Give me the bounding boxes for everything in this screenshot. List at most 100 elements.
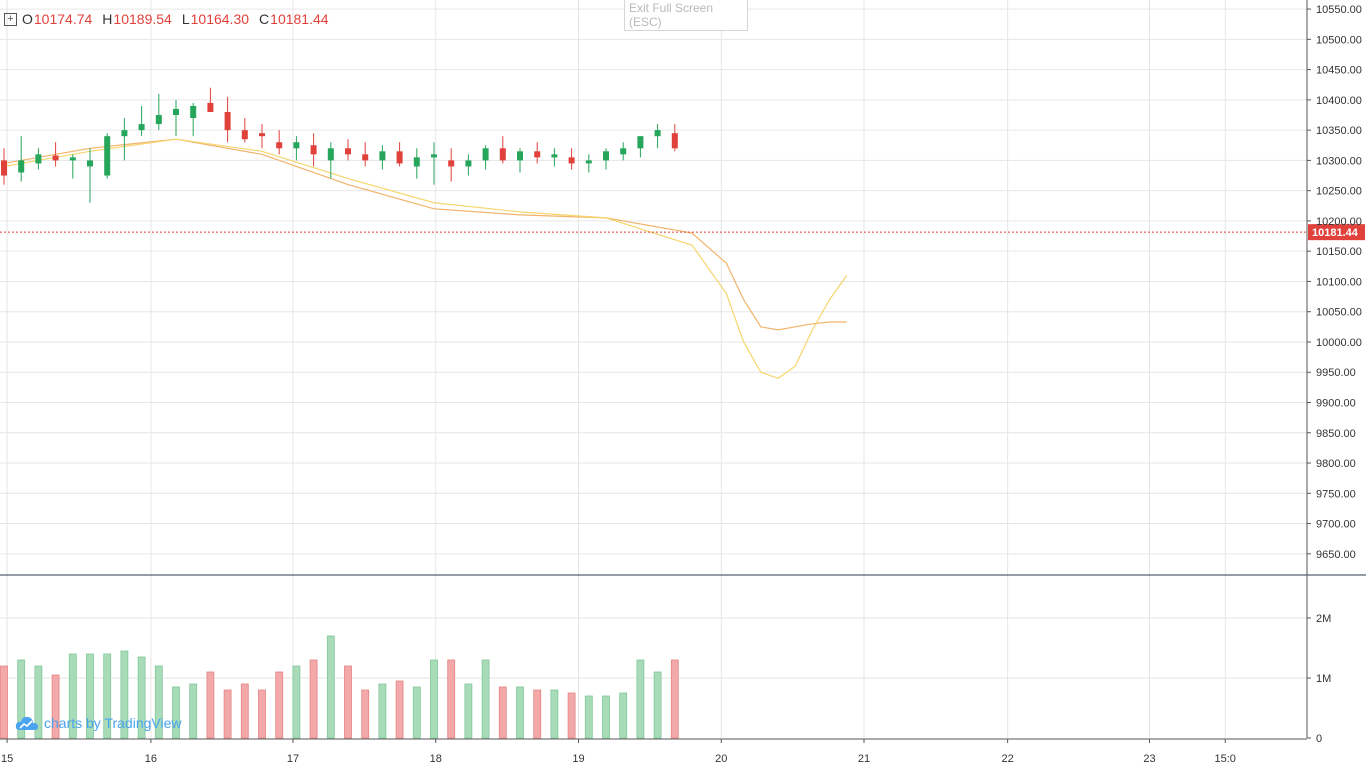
price-axis[interactable]: 10550.00 10500.00 10450.00 10400.00 10350.00… — [1307, 4, 1362, 561]
candle-body — [620, 148, 627, 155]
candle-body — [207, 102, 214, 112]
candle-body — [465, 160, 472, 167]
candle-body — [551, 154, 558, 158]
candle-body — [87, 160, 93, 167]
price-tick-label: 10050.00 — [1316, 307, 1362, 319]
price-tick-label: 10300.00 — [1316, 155, 1362, 167]
volume-bar — [258, 689, 266, 739]
candle-body — [224, 111, 231, 131]
chart-grid — [0, 0, 1366, 740]
tradingview-watermark[interactable]: charts by TradingView — [15, 714, 181, 732]
volume-bar — [309, 659, 318, 739]
candle-body — [1, 160, 7, 176]
candle-body — [568, 157, 575, 164]
volume-bar — [240, 683, 249, 739]
volume-bar — [430, 659, 438, 739]
candle-body — [362, 154, 369, 161]
volume-bar — [326, 635, 335, 739]
candle-body — [413, 157, 420, 167]
volume-bar — [206, 671, 215, 739]
price-tick-label: 9750.00 — [1316, 488, 1356, 500]
volume-bar — [34, 665, 43, 739]
time-tick-label: 23 — [1143, 753, 1155, 765]
price-tick-label: 9800.00 — [1316, 458, 1356, 470]
candle-body — [310, 145, 317, 155]
price-tick-label: 10250.00 — [1316, 186, 1362, 198]
candle-body — [637, 136, 644, 149]
expand-icon[interactable]: + — [4, 12, 17, 26]
last-price-tag — [1308, 224, 1365, 241]
candle-body — [671, 133, 678, 149]
volume-bar — [498, 686, 507, 739]
price-tick-label: 10350.00 — [1316, 125, 1362, 137]
close-label: C — [259, 11, 270, 27]
close-value: 10181.44 — [270, 11, 329, 27]
candle-body — [379, 151, 386, 161]
volume-bar — [412, 686, 421, 739]
candle-body — [276, 142, 283, 149]
volume-bar — [533, 689, 542, 739]
last-price-label: 10181.44 — [1312, 227, 1359, 239]
time-tick-label: 19 — [572, 753, 584, 765]
volume-bar — [670, 659, 679, 739]
volume-bar — [516, 686, 524, 739]
time-tick-label: 15:0 — [1214, 753, 1235, 765]
candle-body — [121, 130, 128, 137]
watermark-text: charts by TradingView — [44, 715, 182, 731]
ohlc-legend: + O 10174.74 H 10189.54 L 10164.30 C 101… — [4, 11, 339, 27]
volume-bar — [550, 689, 559, 739]
time-axis[interactable]: 15 16 17 18 19 20 21 22 23 15:0 — [1, 739, 1236, 765]
volume-bar — [86, 653, 94, 739]
candle-body — [327, 148, 334, 161]
time-tick-label: 22 — [1001, 753, 1013, 765]
exit-fullscreen-button[interactable]: Exit Full Screen (ESC) — [624, 0, 748, 31]
volume-bar — [0, 665, 8, 739]
candle-body — [18, 160, 25, 173]
time-tick-label: 16 — [145, 753, 157, 765]
candle-body — [517, 151, 523, 161]
candle-body — [293, 142, 300, 149]
volume-tick-label: 2M — [1316, 613, 1331, 625]
volume-bar — [292, 665, 301, 739]
volume-bar — [189, 683, 198, 739]
volume-bar — [584, 695, 593, 739]
volume-bar — [275, 671, 284, 739]
candle-body — [155, 115, 162, 125]
volume-bar — [103, 653, 112, 739]
volume-bar — [223, 689, 232, 739]
volume-bar — [68, 653, 77, 739]
price-tick-label: 9650.00 — [1316, 549, 1356, 561]
cloud-logo-icon — [15, 716, 38, 730]
candle-body — [396, 151, 403, 164]
volume-bar — [602, 695, 610, 739]
candle-body — [259, 133, 265, 137]
time-tick-label: 21 — [858, 753, 870, 765]
low-value: 10164.30 — [190, 11, 250, 27]
volume-bar — [137, 656, 146, 739]
candle-body — [69, 157, 76, 161]
time-tick-label: 17 — [287, 753, 299, 765]
last-price-line: 10181.44 — [0, 224, 1365, 241]
ma-slow-line — [3, 138, 847, 331]
exit-fullscreen-shortcut: (ESC) — [629, 15, 662, 29]
volume-tick-label: 1M — [1316, 673, 1331, 685]
candle-body — [241, 130, 248, 140]
volume-axis[interactable]: 2M 1M 0 — [1307, 613, 1331, 745]
volume-bar — [154, 665, 163, 739]
candlestick-series — [1, 87, 678, 203]
price-tick-label: 9700.00 — [1316, 519, 1356, 531]
open-value: 10174.74 — [33, 11, 93, 27]
candle-body — [603, 151, 609, 161]
ma-slowest-line — [3, 138, 848, 379]
candle-body — [104, 136, 111, 176]
candle-body — [499, 148, 506, 161]
candle-body — [654, 130, 661, 137]
candle-body — [585, 160, 592, 164]
volume-bar — [361, 689, 370, 739]
price-tick-label: 10500.00 — [1316, 34, 1362, 46]
price-tick-label: 10150.00 — [1316, 246, 1362, 258]
volume-bar — [120, 650, 129, 739]
moving-averages — [3, 138, 848, 379]
price-tick-label: 10100.00 — [1316, 276, 1362, 288]
